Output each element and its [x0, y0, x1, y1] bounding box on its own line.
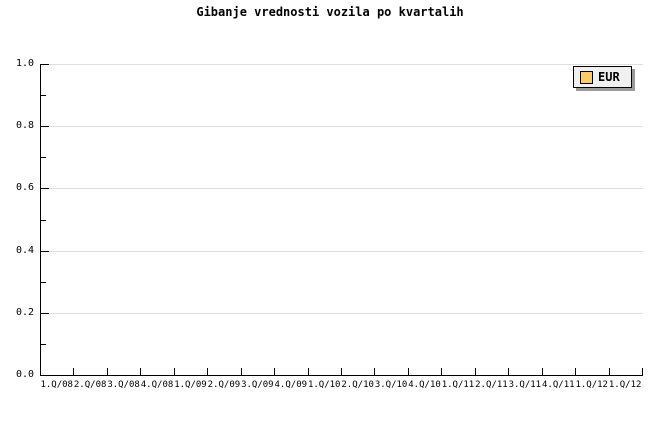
y-minor-tick — [41, 157, 46, 158]
x-tick-label: 4.Q/09 — [274, 380, 308, 390]
x-tick — [140, 368, 141, 375]
x-tick — [174, 368, 175, 375]
y-major-tick — [41, 64, 49, 65]
x-tick — [508, 368, 509, 375]
chart-title: Gibanje vrednosti vozila po kvartalih — [196, 5, 464, 19]
x-tick-label: 3.Q/09 — [241, 380, 274, 390]
y-major-tick — [41, 188, 49, 189]
legend-label-eur: EUR — [598, 70, 620, 84]
x-tick — [374, 368, 375, 375]
x-tick — [542, 368, 543, 375]
y-gridline — [41, 64, 643, 65]
y-gridline — [41, 251, 643, 252]
x-tick — [609, 368, 610, 375]
y-tick-label: 1.0 — [15, 58, 34, 69]
y-tick-label: 0.4 — [15, 245, 34, 256]
x-tick-label: 1.Q/10 — [307, 380, 341, 390]
y-axis-labels: 0.0 0.2 0.4 0.6 0.8 1.0 — [0, 0, 35, 440]
x-tick-label: 1.Q/08 — [40, 380, 73, 390]
x-tick — [107, 368, 108, 375]
x-tick-label: 1.Q/11 — [441, 380, 475, 390]
y-gridline — [41, 313, 643, 314]
x-tick — [341, 368, 342, 375]
y-major-tick — [41, 251, 49, 252]
y-major-tick — [41, 126, 49, 127]
x-tick-label: 1.Q/12 — [608, 380, 642, 390]
legend-swatch-eur — [580, 70, 593, 84]
x-tick — [441, 368, 442, 375]
y-minor-tick — [41, 344, 46, 345]
x-tick — [207, 368, 208, 375]
x-tick-label: 4.Q/10 — [408, 380, 441, 390]
y-minor-tick — [41, 220, 46, 221]
x-tick — [408, 368, 409, 375]
x-tick — [308, 368, 309, 375]
x-tick — [73, 368, 74, 375]
x-tick-label: 4.Q/11 — [542, 380, 575, 390]
x-tick-label: 4.Q/08 — [140, 380, 174, 390]
x-tick-label: 2.Q/09 — [207, 380, 241, 390]
x-tick-label: 2.Q/11 — [475, 380, 508, 390]
x-tick — [575, 368, 576, 375]
y-tick-label: 0.8 — [15, 120, 34, 131]
x-tick-label: 3.Q/11 — [508, 380, 542, 390]
y-major-tick — [41, 313, 49, 314]
x-axis-labels: 1.Q/08 2.Q/08 3.Q/08 4.Q/08 1.Q/09 2.Q/09 3.Q/… — [40, 379, 642, 391]
y-gridline — [41, 126, 643, 127]
x-tick — [241, 368, 242, 375]
legend: EUR — [573, 66, 632, 88]
x-tick — [475, 368, 476, 375]
y-tick-label: 0.0 — [15, 369, 34, 380]
y-minor-tick — [41, 282, 46, 283]
x-tick — [274, 368, 275, 375]
x-tick-label: 2.Q/10 — [341, 380, 374, 390]
x-tick — [642, 368, 643, 375]
x-tick-label: 2.Q/08 — [73, 380, 107, 390]
y-minor-tick — [41, 95, 46, 96]
y-tick-label: 0.6 — [15, 182, 34, 193]
y-gridline — [41, 188, 643, 189]
x-tick-label: 1.Q/09 — [174, 380, 207, 390]
x-tick-label: 3.Q/08 — [107, 380, 140, 390]
y-tick-label: 0.2 — [15, 307, 34, 318]
plot-area — [40, 64, 643, 376]
x-tick-label: 1.Q/12 — [575, 380, 608, 390]
x-tick-label: 3.Q/10 — [374, 380, 408, 390]
